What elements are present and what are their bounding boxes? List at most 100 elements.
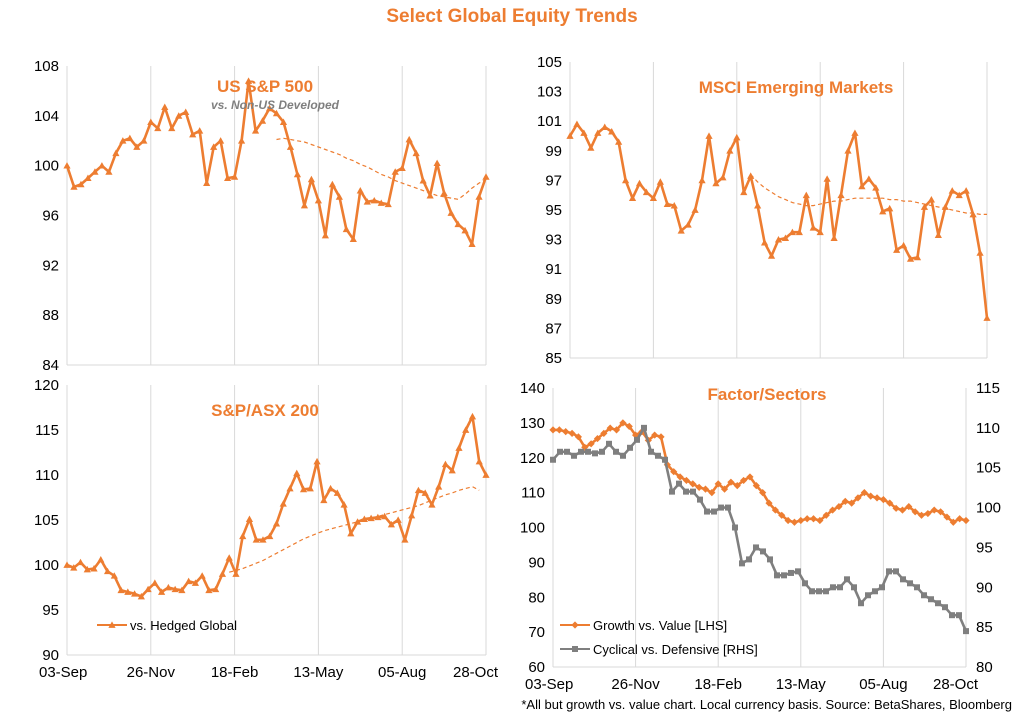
y-right-tick-label: 100 <box>976 500 1001 517</box>
data-point <box>117 586 125 594</box>
series-line <box>552 426 968 632</box>
data-point <box>306 484 314 492</box>
data-point <box>655 452 661 459</box>
data-point <box>600 429 608 437</box>
legend-label: vs. Hedged Global <box>130 618 237 633</box>
data-point <box>670 201 678 209</box>
trend-line <box>276 137 487 200</box>
data-point <box>550 456 556 463</box>
data-point <box>781 572 787 579</box>
x-tick-label: 28-Oct <box>933 676 979 693</box>
data-point <box>608 127 616 135</box>
data-point <box>594 129 602 136</box>
data-point <box>844 147 852 154</box>
data-point <box>837 191 845 199</box>
y-tick-label: 115 <box>35 422 59 439</box>
data-point <box>962 187 970 194</box>
y-tick-label: 97 <box>545 172 562 189</box>
y-tick-label: 100 <box>520 520 545 537</box>
data-point <box>962 516 970 525</box>
data-point <box>858 182 866 190</box>
y-tick-label: 80 <box>528 589 545 606</box>
data-point <box>727 478 735 486</box>
data-point <box>564 448 570 455</box>
data-point <box>802 191 810 199</box>
data-point <box>907 580 913 587</box>
data-point <box>886 499 894 507</box>
data-point <box>844 576 850 583</box>
data-point <box>854 494 862 502</box>
y-tick-label: 105 <box>34 512 59 529</box>
data-point <box>712 179 720 187</box>
data-point <box>797 516 805 525</box>
data-point <box>683 488 689 495</box>
y-tick-label: 84 <box>42 357 59 374</box>
data-point <box>601 123 609 130</box>
data-point <box>367 514 375 522</box>
data-point <box>740 188 748 196</box>
y-tick-label: 90 <box>42 647 59 664</box>
data-point <box>765 499 773 507</box>
data-point <box>593 434 602 443</box>
data-point <box>774 236 783 243</box>
data-point <box>619 419 627 427</box>
data-point <box>461 226 469 234</box>
data-point <box>747 172 755 179</box>
data-point <box>642 188 651 196</box>
data-point <box>788 569 794 576</box>
data-point <box>924 509 932 518</box>
data-point <box>252 536 260 543</box>
data-point <box>906 255 915 262</box>
y-right-tick-label: 85 <box>976 619 993 636</box>
data-point <box>865 175 873 182</box>
data-point <box>191 579 200 586</box>
data-point <box>983 314 991 321</box>
data-point <box>161 103 169 110</box>
data-point <box>198 572 206 579</box>
data-point <box>293 469 301 477</box>
data-point <box>714 480 722 488</box>
trend-line <box>750 174 987 215</box>
data-point <box>634 436 640 443</box>
data-point <box>164 583 172 591</box>
data-point <box>956 515 964 523</box>
data-point <box>232 570 240 577</box>
data-point <box>279 118 288 125</box>
data-point <box>732 524 738 531</box>
chart-title: MSCI Emerging Markets <box>699 78 894 97</box>
data-point <box>867 492 875 500</box>
data-point <box>872 588 878 595</box>
data-point <box>259 536 267 543</box>
data-point <box>592 450 598 457</box>
data-point <box>363 198 371 205</box>
data-point <box>905 502 913 511</box>
data-point <box>356 186 364 194</box>
data-point <box>809 588 815 595</box>
data-point <box>886 204 894 212</box>
data-point <box>307 175 316 183</box>
data-point <box>340 501 348 508</box>
panel-msci-em: 85 87 89 91 93 95 97 99 101 103 105 MSCI Emerging M… <box>537 54 991 367</box>
data-point <box>898 506 907 514</box>
data-point <box>133 143 141 150</box>
data-point <box>342 225 350 233</box>
data-point <box>726 147 734 154</box>
data-point <box>914 584 920 591</box>
data-point <box>620 452 626 459</box>
data-point <box>606 424 614 432</box>
data-point <box>823 588 829 595</box>
data-point <box>771 506 779 514</box>
data-point <box>258 117 267 124</box>
data-point <box>70 183 78 190</box>
data-point <box>676 473 684 481</box>
data-point <box>635 179 644 187</box>
data-point <box>421 489 429 496</box>
data-point <box>578 448 584 455</box>
y-right-tick-label: 95 <box>976 539 993 556</box>
y-right-tick-label: 110 <box>976 420 1000 437</box>
data-point <box>851 584 857 591</box>
data-point <box>886 568 892 575</box>
data-point <box>816 588 822 595</box>
data-point <box>370 196 378 204</box>
data-point <box>300 201 309 209</box>
